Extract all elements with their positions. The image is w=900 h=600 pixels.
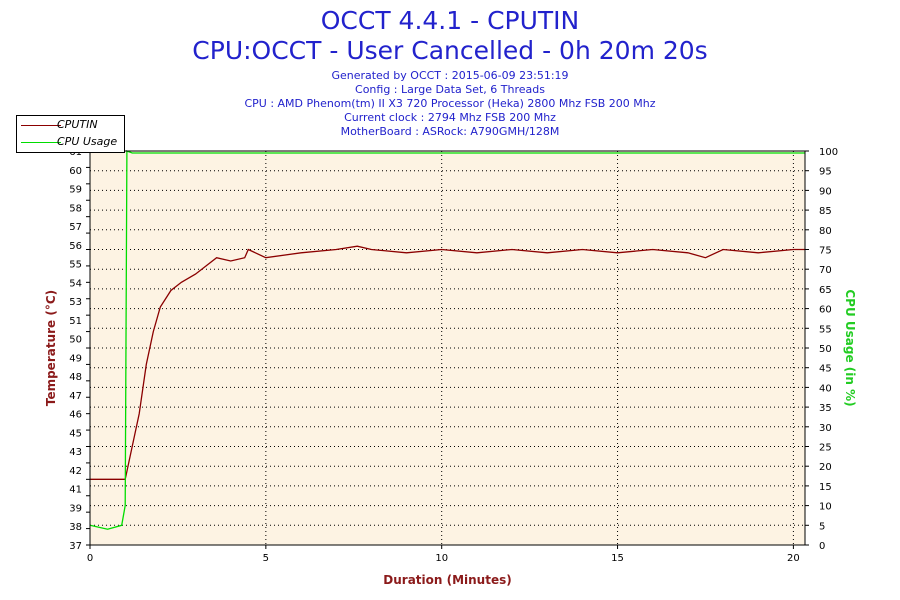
x-axis-title: Duration (Minutes) bbox=[383, 573, 511, 587]
y-right-tick-label: 100 bbox=[819, 147, 838, 158]
series-line-cputin bbox=[90, 245, 805, 480]
motherboard-info: MotherBoard : ASRock: A790GMH/128M bbox=[340, 125, 560, 138]
y-left-tick-label: 41 bbox=[69, 485, 82, 496]
y-left-tick-label: 45 bbox=[69, 428, 82, 439]
plot-area bbox=[90, 151, 805, 545]
y-left-tick-label: 37 bbox=[69, 541, 82, 552]
cpu-info: CPU : AMD Phenom(tm) II X3 720 Processor… bbox=[244, 97, 656, 110]
chart-title-line-2: CPU:OCCT - User Cancelled - 0h 20m 20s bbox=[192, 36, 708, 65]
config-info: Config : Large Data Set, 6 Threads bbox=[355, 83, 545, 96]
chart-legend: CPUTIN CPU Usage bbox=[16, 115, 125, 153]
y-left-tick-label: 49 bbox=[69, 353, 82, 364]
legend-item-cputin: CPUTIN bbox=[17, 117, 124, 133]
y-left-tick-label: 43 bbox=[69, 447, 82, 458]
y-right-tick-label: 65 bbox=[819, 285, 832, 296]
y-left-tick-label: 42 bbox=[69, 466, 82, 477]
y-left-tick-label: 48 bbox=[69, 372, 82, 383]
x-tick-label: 0 bbox=[87, 553, 93, 564]
y-right-tick-label: 75 bbox=[819, 246, 832, 257]
chart-title-line-1: OCCT 4.4.1 - CPUTIN bbox=[320, 6, 580, 35]
series-line-cpu-usage bbox=[89, 150, 805, 530]
y-right-tick-label: 15 bbox=[819, 482, 832, 493]
y-right-tick-label: 0 bbox=[819, 541, 825, 552]
y-left-axis-title: Temperature (°C) bbox=[44, 290, 58, 406]
y-right-tick-label: 90 bbox=[819, 186, 832, 197]
y-right-tick-label: 30 bbox=[819, 423, 832, 434]
y-right-tick-label: 50 bbox=[819, 344, 832, 355]
y-right-tick-label: 70 bbox=[819, 265, 832, 276]
y-right-tick-label: 10 bbox=[819, 502, 832, 513]
x-tick-label: 5 bbox=[263, 553, 269, 564]
y-right-tick-label: 80 bbox=[819, 226, 832, 237]
y-left-tick-label: 54 bbox=[69, 278, 82, 289]
legend-swatch-cpu-usage bbox=[21, 142, 61, 143]
y-left-tick-label: 57 bbox=[69, 222, 82, 233]
y-left-tick-label: 46 bbox=[69, 410, 82, 421]
y-left-tick-label: 58 bbox=[69, 203, 82, 214]
y-left-tick-label: 60 bbox=[69, 166, 82, 177]
y-left-tick-label: 51 bbox=[69, 316, 82, 327]
y-right-tick-label: 40 bbox=[819, 383, 832, 394]
y-right-tick-label: 25 bbox=[819, 443, 832, 454]
legend-label-cpu-usage: CPU Usage bbox=[57, 135, 118, 148]
clock-info: Current clock : 2794 Mhz FSB 200 Mhz bbox=[344, 111, 556, 124]
legend-swatch-cputin bbox=[21, 125, 61, 126]
y-left-tick-label: 59 bbox=[69, 185, 82, 196]
y-right-tick-label: 5 bbox=[819, 521, 825, 532]
legend-item-cpu-usage: CPU Usage bbox=[17, 134, 124, 150]
generated-info: Generated by OCCT : 2015-06-09 23:51:19 bbox=[331, 69, 569, 82]
y-right-tick-label: 35 bbox=[819, 403, 832, 414]
y-right-tick-label: 45 bbox=[819, 364, 832, 375]
y-left-tick-label: 50 bbox=[69, 335, 82, 346]
y-left-tick-label: 47 bbox=[69, 391, 82, 402]
y-left-tick-label: 39 bbox=[69, 503, 82, 514]
y-right-axis-title: CPU Usage (in %) bbox=[843, 289, 857, 406]
y-right-tick-label: 60 bbox=[819, 305, 832, 316]
y-left-tick-label: 55 bbox=[69, 260, 82, 271]
y-left-tick-label: 56 bbox=[69, 241, 82, 252]
x-tick-label: 10 bbox=[435, 553, 448, 564]
y-right-tick-label: 55 bbox=[819, 324, 832, 335]
y-left-tick-label: 38 bbox=[69, 522, 82, 533]
x-tick-label: 15 bbox=[611, 553, 624, 564]
y-right-tick-label: 95 bbox=[819, 167, 832, 178]
x-tick-label: 20 bbox=[787, 553, 800, 564]
legend-label-cputin: CPUTIN bbox=[57, 118, 98, 131]
y-right-tick-label: 20 bbox=[819, 462, 832, 473]
y-left-tick-label: 53 bbox=[69, 297, 82, 308]
y-right-tick-label: 85 bbox=[819, 206, 832, 217]
